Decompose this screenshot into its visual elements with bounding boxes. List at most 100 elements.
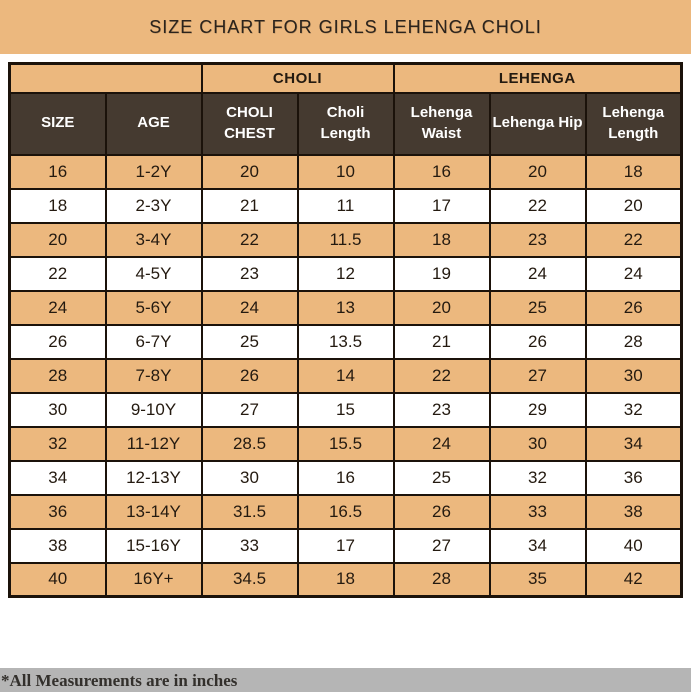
table-cell: 32 bbox=[8, 425, 107, 462]
table-cell: 6-7Y bbox=[104, 323, 203, 360]
table-cell: 14 bbox=[296, 357, 395, 394]
table-cell: 20 bbox=[584, 187, 683, 224]
footer-band: *All Measurements are in inches bbox=[0, 668, 691, 692]
table-cell: 22 bbox=[584, 221, 683, 258]
table-cell: 24 bbox=[8, 289, 107, 326]
table-cell: 9-10Y bbox=[104, 391, 203, 428]
table-cell: 28 bbox=[392, 561, 491, 598]
table-cell: 34 bbox=[8, 459, 107, 496]
table-cell: 20 bbox=[392, 289, 491, 326]
table-cell: 11 bbox=[296, 187, 395, 224]
table-cell: 16 bbox=[296, 459, 395, 496]
column-header: SIZE bbox=[8, 91, 107, 156]
table-cell: 38 bbox=[584, 493, 683, 530]
table-body: 16 1-2Y 20 10 16 20 18 18 2-3Y 21 11 17 22 20 20 3-4Y 22… bbox=[8, 153, 683, 598]
group-header-choli: CHOLI bbox=[200, 62, 395, 94]
table-cell: 24 bbox=[392, 425, 491, 462]
table-cell: 33 bbox=[488, 493, 587, 530]
group-header-empty bbox=[8, 62, 203, 94]
table-cell: 10 bbox=[296, 153, 395, 190]
table-cell: 36 bbox=[584, 459, 683, 496]
table-cell: 32 bbox=[488, 459, 587, 496]
table-cell: 22 bbox=[488, 187, 587, 224]
table-cell: 22 bbox=[392, 357, 491, 394]
table-cell: 24 bbox=[488, 255, 587, 292]
table-cell: 18 bbox=[8, 187, 107, 224]
table-row: 38 15-16Y 33 17 27 34 40 bbox=[8, 527, 683, 564]
table-cell: 18 bbox=[392, 221, 491, 258]
table-cell: 18 bbox=[584, 153, 683, 190]
table-row: 30 9-10Y 27 15 23 29 32 bbox=[8, 391, 683, 428]
table-cell: 22 bbox=[8, 255, 107, 292]
table-cell: 16Y+ bbox=[104, 561, 203, 598]
table-row: 16 1-2Y 20 10 16 20 18 bbox=[8, 153, 683, 190]
table-cell: 13.5 bbox=[296, 323, 395, 360]
table-cell: 18 bbox=[296, 561, 395, 598]
table-cell: 38 bbox=[8, 527, 107, 564]
table-cell: 21 bbox=[392, 323, 491, 360]
table-cell: 2-3Y bbox=[104, 187, 203, 224]
table-cell: 36 bbox=[8, 493, 107, 530]
table-cell: 34 bbox=[584, 425, 683, 462]
table-cell: 11-12Y bbox=[104, 425, 203, 462]
size-chart-table-wrap: CHOLI LEHENGA SIZE AGE CHOLI CHEST Choli Leng… bbox=[8, 62, 683, 598]
column-header: CHOLI CHEST bbox=[200, 91, 299, 156]
table-cell: 25 bbox=[392, 459, 491, 496]
table-row: 34 12-13Y 30 16 25 32 36 bbox=[8, 459, 683, 496]
table-cell: 15 bbox=[296, 391, 395, 428]
table-cell: 31.5 bbox=[200, 493, 299, 530]
measurements-note: *All Measurements are in inches bbox=[1, 670, 238, 690]
table-cell: 30 bbox=[8, 391, 107, 428]
column-header: Lehenga Length bbox=[584, 91, 683, 156]
table-cell: 12-13Y bbox=[104, 459, 203, 496]
title-band: SIZE CHART FOR GIRLS LEHENGA CHOLI bbox=[0, 0, 691, 54]
table-cell: 13 bbox=[296, 289, 395, 326]
table-cell: 24 bbox=[200, 289, 299, 326]
table-row: 26 6-7Y 25 13.5 21 26 28 bbox=[8, 323, 683, 360]
table-cell: 23 bbox=[392, 391, 491, 428]
table-cell: 27 bbox=[488, 357, 587, 394]
table-cell: 26 bbox=[584, 289, 683, 326]
table-cell: 24 bbox=[584, 255, 683, 292]
column-header: AGE bbox=[104, 91, 203, 156]
table-cell: 32 bbox=[584, 391, 683, 428]
table-cell: 34.5 bbox=[200, 561, 299, 598]
table-cell: 26 bbox=[8, 323, 107, 360]
table-cell: 22 bbox=[200, 221, 299, 258]
table-cell: 20 bbox=[8, 221, 107, 258]
page-title: SIZE CHART FOR GIRLS LEHENGA CHOLI bbox=[149, 16, 542, 37]
table-cell: 26 bbox=[200, 357, 299, 394]
table-row: 28 7-8Y 26 14 22 27 30 bbox=[8, 357, 683, 394]
table-cell: 42 bbox=[584, 561, 683, 598]
size-chart-table: CHOLI LEHENGA SIZE AGE CHOLI CHEST Choli Leng… bbox=[8, 62, 683, 598]
table-row: 32 11-12Y 28.5 15.5 24 30 34 bbox=[8, 425, 683, 462]
table-row: 20 3-4Y 22 11.5 18 23 22 bbox=[8, 221, 683, 258]
group-header-row: CHOLI LEHENGA bbox=[8, 62, 683, 94]
table-cell: 21 bbox=[200, 187, 299, 224]
table-cell: 26 bbox=[488, 323, 587, 360]
table-cell: 20 bbox=[200, 153, 299, 190]
table-cell: 26 bbox=[392, 493, 491, 530]
table-cell: 30 bbox=[488, 425, 587, 462]
table-head: CHOLI LEHENGA SIZE AGE CHOLI CHEST Choli Leng… bbox=[8, 62, 683, 156]
table-cell: 28 bbox=[584, 323, 683, 360]
table-cell: 25 bbox=[200, 323, 299, 360]
table-cell: 20 bbox=[488, 153, 587, 190]
table-cell: 19 bbox=[392, 255, 491, 292]
table-cell: 30 bbox=[584, 357, 683, 394]
table-row: 40 16Y+ 34.5 18 28 35 42 bbox=[8, 561, 683, 598]
table-cell: 27 bbox=[200, 391, 299, 428]
table-cell: 23 bbox=[200, 255, 299, 292]
table-cell: 17 bbox=[392, 187, 491, 224]
table-cell: 15.5 bbox=[296, 425, 395, 462]
table-cell: 17 bbox=[296, 527, 395, 564]
table-cell: 34 bbox=[488, 527, 587, 564]
table-cell: 16 bbox=[392, 153, 491, 190]
table-cell: 30 bbox=[200, 459, 299, 496]
table-cell: 16.5 bbox=[296, 493, 395, 530]
table-cell: 13-14Y bbox=[104, 493, 203, 530]
column-header: Lehenga Hip bbox=[488, 91, 587, 156]
table-cell: 29 bbox=[488, 391, 587, 428]
table-cell: 35 bbox=[488, 561, 587, 598]
